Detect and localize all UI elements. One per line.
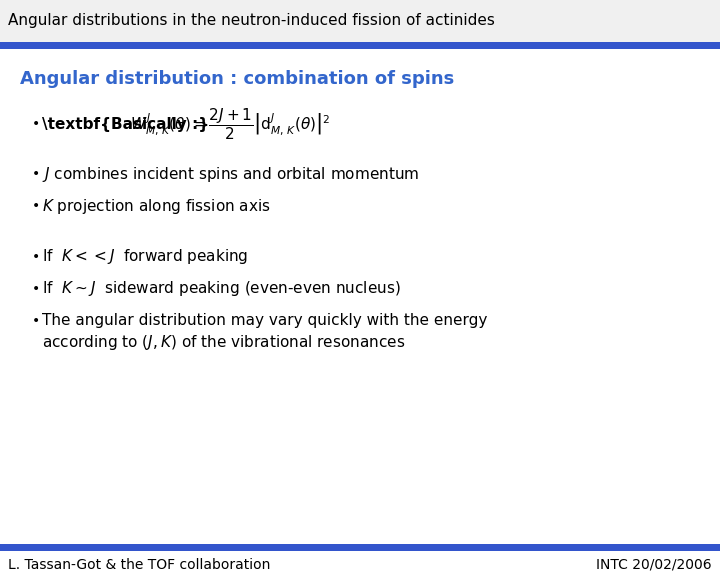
Text: Angular distribution : combination of spins: Angular distribution : combination of sp…	[20, 70, 454, 88]
Text: •: •	[32, 117, 40, 131]
Text: $J$ combines incident spins and orbital momentum: $J$ combines incident spins and orbital …	[42, 164, 419, 184]
Text: The angular distribution may vary quickly with the energy: The angular distribution may vary quickl…	[42, 313, 487, 328]
Bar	[0, 544, 720, 551]
Text: If  $K << J$  forward peaking: If $K << J$ forward peaking	[42, 247, 248, 266]
Text: •: •	[32, 199, 40, 213]
Bar	[0, 0, 720, 42]
Text: •: •	[32, 250, 40, 264]
Text: $W^{J}_{M,\,K}(\theta) = \dfrac{2J+1}{2}\left|\mathrm{d}^{J}_{M,\,K}(\theta)\rig: $W^{J}_{M,\,K}(\theta) = \dfrac{2J+1}{2}…	[130, 106, 330, 142]
Text: $K$ projection along fission axis: $K$ projection along fission axis	[42, 196, 271, 215]
Text: \textbf{Basically :}: \textbf{Basically :}	[42, 116, 209, 131]
Text: •: •	[32, 167, 40, 181]
Text: L. Tassan-Got & the TOF collaboration: L. Tassan-Got & the TOF collaboration	[8, 558, 271, 572]
Text: •: •	[32, 314, 40, 328]
Text: according to $(J,K)$ of the vibrational resonances: according to $(J,K)$ of the vibrational …	[42, 334, 405, 353]
Bar	[0, 42, 720, 49]
Text: If  $K \sim J$  sideward peaking (even-even nucleus): If $K \sim J$ sideward peaking (even-eve…	[42, 280, 401, 299]
Text: Angular distributions in the neutron-induced fission of actinides: Angular distributions in the neutron-ind…	[8, 13, 495, 28]
Text: •: •	[32, 282, 40, 296]
Text: INTC 20/02/2006: INTC 20/02/2006	[596, 558, 712, 572]
